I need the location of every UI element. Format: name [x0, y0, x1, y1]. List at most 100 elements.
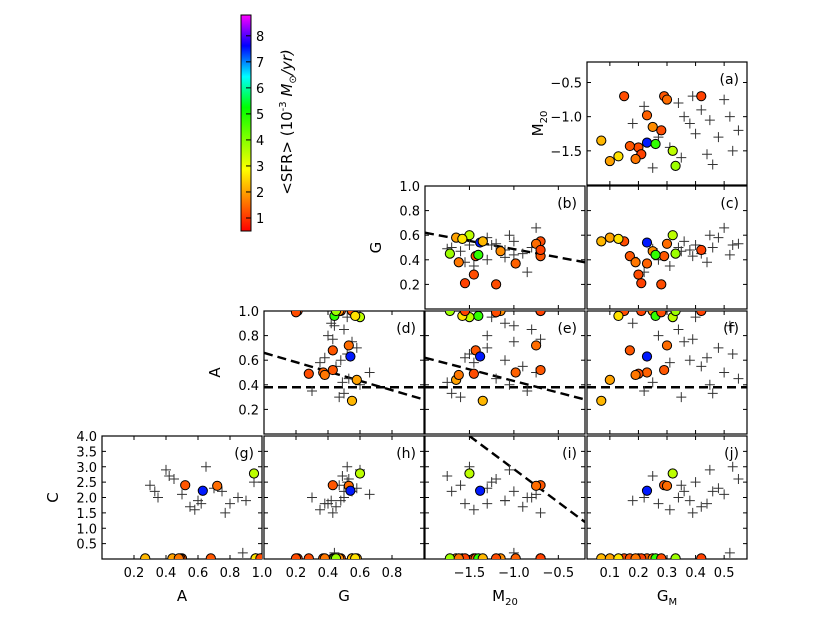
dashed-threshold-line [468, 436, 585, 524]
sfr-point [667, 468, 678, 479]
panel-frame [586, 435, 748, 560]
sfr-point [327, 345, 338, 356]
y-axis-label-main: M [529, 123, 547, 136]
panel-data [442, 436, 585, 559]
sfr-point [667, 145, 678, 156]
plus-marker [733, 373, 744, 384]
sfr-point [290, 553, 302, 559]
sfr-point [613, 151, 624, 162]
plus-marker [690, 477, 701, 488]
plus-marker [679, 486, 690, 497]
panel-frame [424, 185, 586, 310]
y-axis-label-main: C [44, 492, 62, 502]
y-tick-label: 1.0 [76, 522, 97, 537]
panel-c: (c) [586, 185, 748, 310]
sfr-point [696, 91, 707, 102]
sfr-point [350, 311, 361, 322]
panel-j: (j) 0.1 0.2 0.3 0.4 0.5 GM [586, 435, 748, 608]
plus-marker [504, 464, 515, 475]
sfr-point [636, 278, 647, 289]
plus-marker [727, 461, 738, 472]
x-tick-label: 0.2 [124, 566, 145, 581]
sfr-point [444, 311, 455, 317]
plus-marker [707, 159, 718, 170]
plus-marker [337, 377, 348, 388]
sfr-point [535, 311, 546, 317]
sfr-point [205, 553, 216, 559]
plus-marker [713, 342, 724, 353]
panel-label: (j) [724, 446, 739, 462]
sfr-point [604, 155, 615, 167]
plus-marker [464, 240, 475, 251]
sfr-point [510, 258, 521, 269]
plus-marker [161, 464, 171, 475]
plus-marker [724, 249, 735, 260]
x-tick-label: 0.2 [628, 566, 649, 581]
plus-marker [455, 480, 466, 491]
sfr-point [473, 311, 484, 322]
plus-marker [707, 388, 718, 399]
sfr-point [535, 244, 546, 256]
panel-data [290, 461, 375, 559]
plus-marker [455, 246, 466, 257]
plus-marker [482, 498, 493, 509]
plus-marker [727, 349, 738, 360]
plus-marker [690, 312, 701, 323]
sfr-point [596, 553, 607, 559]
panel-data [596, 222, 744, 290]
plus-marker [217, 486, 227, 497]
plus-marker [702, 352, 712, 363]
plus-marker [704, 230, 715, 241]
plus-marker [679, 111, 690, 122]
sfr-point [197, 485, 208, 496]
plus-marker [153, 492, 163, 503]
sfr-point [619, 91, 630, 102]
sfr-point [659, 364, 670, 376]
sfr-point [670, 553, 681, 559]
sfr-point [661, 238, 673, 249]
x-axis-label: A [177, 587, 188, 605]
y-tick-label: 2.0 [76, 492, 97, 507]
sfr-point [613, 311, 624, 322]
plus-marker [679, 336, 690, 347]
plus-marker [335, 355, 346, 366]
x-axis-label-sub: 20 [505, 597, 518, 608]
plus-marker [727, 145, 738, 156]
plus-marker [225, 498, 235, 509]
plus-marker [364, 367, 375, 378]
plus-marker [468, 260, 479, 271]
sfr-point [670, 160, 681, 171]
sfr-point [535, 553, 546, 559]
sfr-point [696, 553, 707, 559]
plus-marker [307, 385, 317, 396]
sfr-point [477, 553, 488, 559]
sfr-point [468, 368, 479, 379]
sfr-point [531, 480, 542, 491]
plus-marker [522, 385, 533, 396]
plus-marker [647, 470, 658, 481]
colorbar-tick-label: 3 [256, 160, 264, 175]
sfr-point [604, 232, 615, 243]
sfr-point [319, 553, 330, 559]
panel-data [140, 461, 262, 559]
panel-f: (f) [586, 310, 748, 435]
plus-marker [687, 334, 698, 345]
plus-marker [664, 357, 675, 368]
x-axis-label-main: A [177, 587, 188, 605]
sfr-point [330, 311, 342, 317]
sfr-point [444, 248, 455, 259]
y-axis-label: A [206, 367, 224, 378]
y-tick-label: 0.6 [399, 229, 420, 244]
sfr-point [477, 236, 488, 247]
sfr-point [319, 369, 330, 381]
plus-marker [500, 495, 510, 506]
plus-marker [500, 355, 510, 366]
y-tick-label: 0.8 [238, 330, 259, 345]
plus-marker [339, 324, 349, 335]
plus-marker [704, 115, 715, 126]
plus-marker [676, 392, 687, 403]
sfr-point [491, 311, 502, 318]
plus-marker [319, 352, 330, 363]
panel-a: (a) −1.5 −1.0 −0.5 M20 [529, 61, 748, 186]
sfr-point [630, 369, 641, 381]
